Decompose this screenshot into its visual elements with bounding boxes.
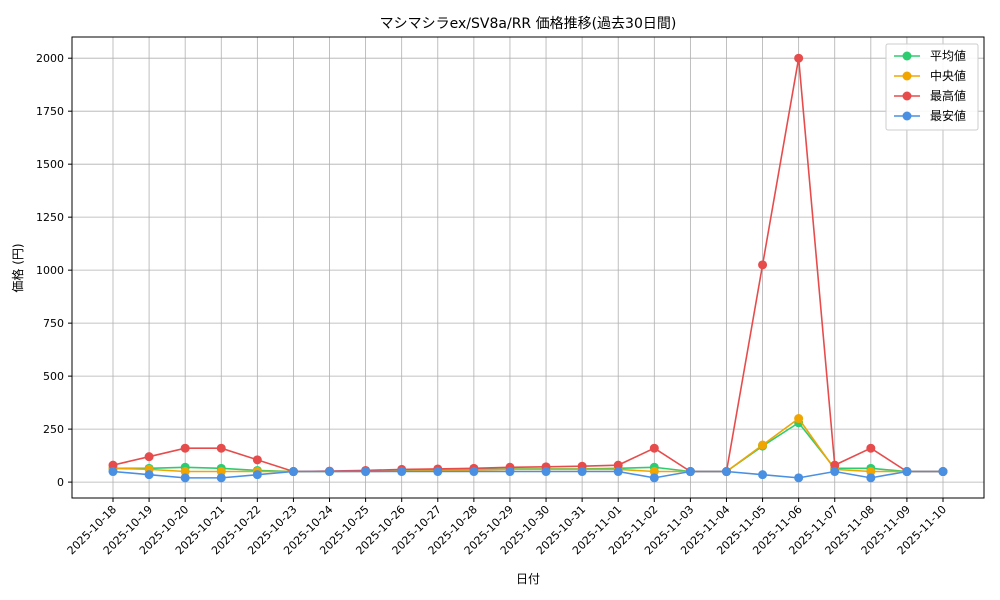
- data-point: [866, 443, 876, 453]
- data-point: [794, 473, 804, 483]
- data-point: [433, 467, 443, 477]
- legend-swatch-marker: [902, 111, 912, 121]
- data-point: [758, 470, 768, 480]
- legend-box: [885, 43, 979, 131]
- data-point: [108, 460, 118, 470]
- chart-title: マシマシラex/SV8a/RR 価格推移(過去30日間): [380, 16, 677, 32]
- legend-label: 平均値: [930, 48, 966, 63]
- data-point: [180, 473, 190, 483]
- legend-swatch-marker: [902, 71, 912, 81]
- y-tick-label: 2000: [36, 52, 64, 65]
- data-point: [180, 467, 190, 477]
- data-point: [541, 467, 551, 477]
- series-4: [108, 467, 948, 483]
- data-point: [794, 414, 804, 424]
- data-point: [866, 467, 876, 477]
- data-point: [252, 470, 262, 480]
- x-axis-title: 日付: [516, 572, 540, 586]
- data-point: [866, 473, 876, 483]
- data-point: [252, 455, 262, 465]
- data-point: [649, 443, 659, 453]
- legend-label: 中央値: [930, 68, 966, 83]
- legend-label: 最安値: [930, 108, 966, 123]
- data-point: [685, 467, 695, 477]
- data-point: [830, 460, 840, 470]
- data-point: [902, 467, 912, 477]
- plot-frame: [71, 36, 985, 499]
- data-point: [830, 467, 840, 477]
- data-point: [180, 443, 190, 453]
- y-tick-label: 500: [43, 370, 64, 383]
- series-line: [112, 58, 943, 473]
- data-point: [361, 467, 371, 477]
- y-axis-title: 価格 (円): [10, 243, 25, 292]
- data-point: [469, 467, 479, 477]
- data-point: [108, 467, 118, 477]
- data-point: [649, 467, 659, 477]
- legend-swatch-marker: [902, 51, 912, 61]
- data-point: [216, 467, 226, 477]
- data-point: [938, 467, 948, 477]
- data-point: [216, 443, 226, 453]
- series-line: [112, 470, 943, 479]
- data-point: [505, 467, 515, 477]
- y-tick-label: 1500: [36, 158, 64, 171]
- data-point: [613, 460, 623, 470]
- data-point: [794, 53, 804, 63]
- series-3: [108, 53, 948, 477]
- data-point: [325, 467, 335, 477]
- series-line: [112, 417, 943, 473]
- data-point: [216, 473, 226, 483]
- y-tick-label: 250: [43, 423, 64, 436]
- legend-label: 最高値: [930, 88, 966, 103]
- data-point: [758, 440, 768, 450]
- legend-swatch-marker: [902, 91, 912, 101]
- y-tick-label: 1000: [36, 264, 64, 277]
- grid: [72, 37, 984, 498]
- y-tick-label: 0: [57, 476, 64, 489]
- data-point: [577, 467, 587, 477]
- y-tick-label: 1750: [36, 105, 64, 118]
- y-tick-label: 750: [43, 317, 64, 330]
- data-point: [613, 467, 623, 477]
- data-point: [397, 467, 407, 477]
- data-point: [144, 470, 154, 480]
- data-point: [721, 467, 731, 477]
- data-point: [144, 452, 154, 462]
- data-point: [758, 260, 768, 270]
- y-tick-label: 1250: [36, 211, 64, 224]
- data-point: [649, 473, 659, 483]
- data-point: [288, 467, 298, 477]
